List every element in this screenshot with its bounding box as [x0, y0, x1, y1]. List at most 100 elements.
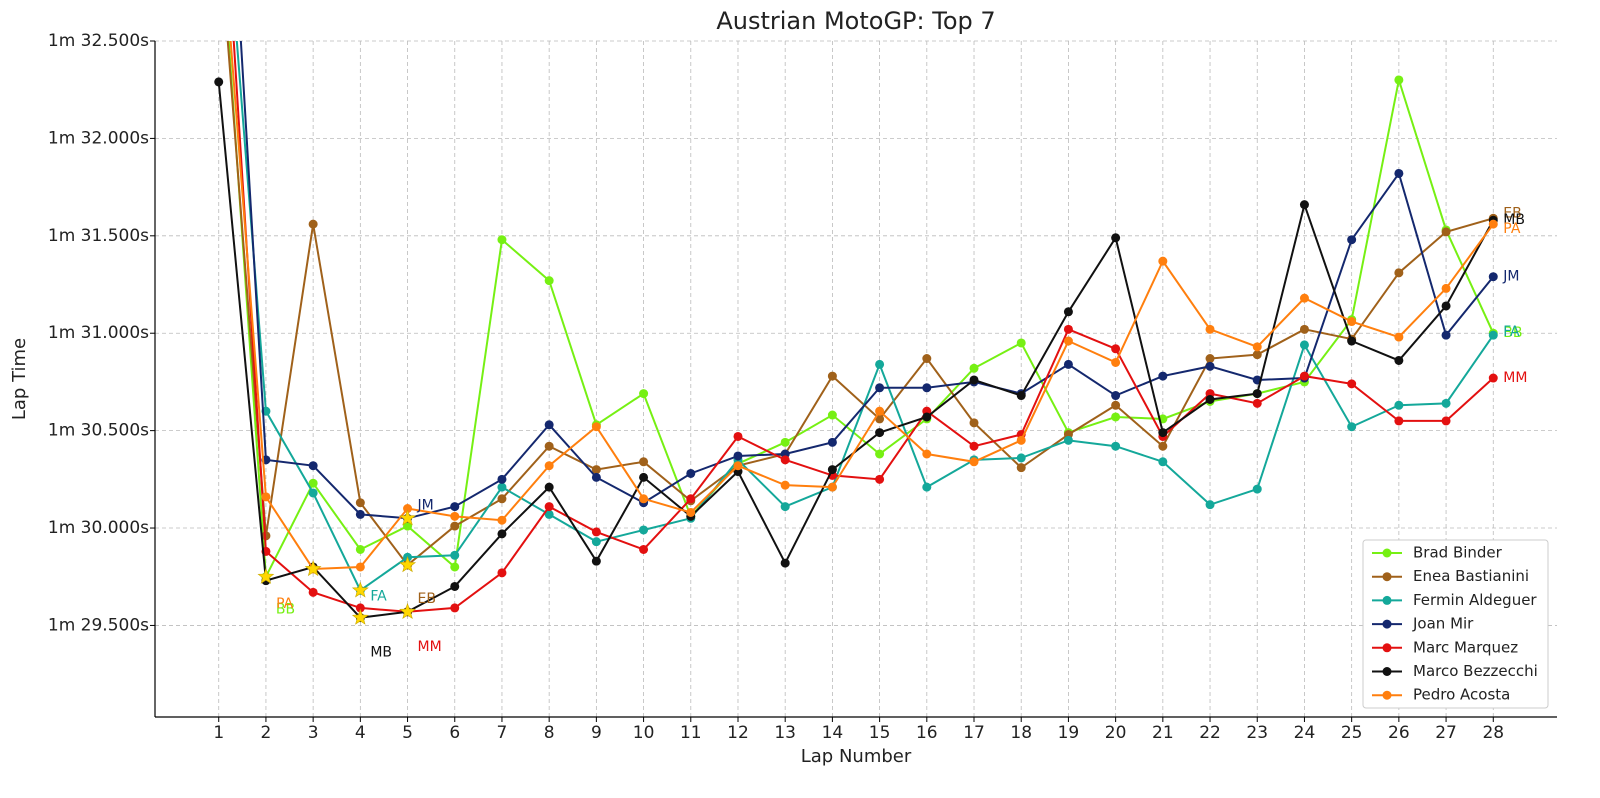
data-point [1063, 359, 1073, 369]
data-point [544, 420, 554, 430]
data-point [1299, 200, 1309, 210]
data-point [261, 492, 271, 502]
data-point [1347, 235, 1357, 245]
x-tick-label: 15 [869, 723, 891, 743]
data-point [827, 437, 837, 447]
data-point [875, 449, 885, 459]
best-lap-label: MM [418, 639, 442, 655]
data-point [1205, 500, 1215, 510]
data-point [497, 235, 507, 245]
data-point [591, 556, 601, 566]
legend-marker [1382, 690, 1392, 700]
legend-label: Joan Mir [1412, 615, 1474, 633]
x-tick-label: 4 [355, 723, 366, 743]
data-point [1158, 256, 1168, 266]
data-point [1394, 75, 1404, 85]
data-point [1016, 453, 1026, 463]
data-point [1158, 428, 1168, 438]
legend-marker [1382, 619, 1392, 629]
data-point [1111, 344, 1121, 354]
data-point [544, 509, 554, 519]
series-line [232, 41, 1494, 613]
data-point [497, 568, 507, 578]
data-point [1488, 219, 1498, 229]
data-point [1299, 340, 1309, 350]
best-lap-star [304, 560, 322, 577]
data-point [875, 383, 885, 393]
data-point [308, 219, 318, 229]
data-point [686, 507, 696, 517]
legend-marker [1382, 595, 1392, 605]
best-lap-label: EB [418, 591, 436, 607]
data-point [308, 488, 318, 498]
chart-title: Austrian MotoGP: Top 7 [716, 7, 995, 35]
data-point [355, 544, 365, 554]
data-point [1111, 441, 1121, 451]
data-point [1111, 412, 1121, 422]
data-point [1252, 342, 1262, 352]
x-tick-label: 11 [680, 723, 702, 743]
data-point [1063, 435, 1073, 445]
data-point [591, 465, 601, 475]
data-point [922, 482, 932, 492]
data-point [1063, 307, 1073, 317]
x-tick-label: 17 [963, 723, 985, 743]
data-point [1488, 272, 1498, 282]
best-lap-star [399, 509, 417, 526]
data-point [544, 482, 554, 492]
best-lap-label: BB [276, 602, 295, 618]
end-label: JM [1502, 269, 1519, 285]
data-point [1111, 400, 1121, 410]
data-point [1347, 336, 1357, 346]
data-point [875, 414, 885, 424]
data-point [214, 77, 224, 87]
data-point [1016, 391, 1026, 401]
data-point [827, 482, 837, 492]
data-point [1252, 398, 1262, 408]
legend-marker [1382, 667, 1392, 676]
legend-label: Fermin Aldeguer [1413, 591, 1537, 609]
data-point [639, 494, 649, 504]
best-lap-label: PA [276, 596, 294, 612]
legend: Brad Binder Enea Bastianini Fermin Aldegue… [1372, 544, 1538, 704]
legend-marker [1382, 643, 1392, 653]
data-point [1016, 463, 1026, 473]
x-tick-label: 19 [1058, 723, 1080, 743]
data-point [497, 515, 507, 525]
data-point [733, 431, 743, 441]
data-point [780, 558, 790, 568]
legend-label: Marc Marquez [1413, 638, 1518, 656]
legend-label: Marco Bezzecchi [1413, 662, 1538, 680]
data-point [403, 521, 413, 531]
data-point [639, 525, 649, 535]
data-point [1205, 324, 1215, 334]
y-axis-label: Lap Time [9, 338, 30, 420]
legend-marker [1382, 548, 1392, 558]
grid: 1m 29.500s 1m 30.000s 1m 30.500s 1m 31.000s… [48, 31, 1557, 743]
data-point [450, 521, 460, 531]
best-lap-star [399, 556, 417, 573]
y-tick-label: 1m 32.500s [48, 31, 149, 51]
x-tick-label: 1 [213, 723, 224, 743]
x-tick-label: 5 [402, 723, 413, 743]
best-lap-star [351, 608, 369, 625]
data-point [780, 502, 790, 512]
data-point [733, 461, 743, 471]
data-point [1394, 416, 1404, 426]
x-tick-label: 21 [1152, 723, 1174, 743]
x-tick-label: 14 [822, 723, 844, 743]
x-tick-label: 24 [1294, 723, 1316, 743]
data-point [969, 441, 979, 451]
plot-area [214, 41, 1498, 623]
data-point [1394, 268, 1404, 278]
x-tick-label: 2 [261, 723, 272, 743]
data-point [686, 468, 696, 478]
x-tick-label: 16 [916, 723, 938, 743]
data-point [1488, 373, 1498, 383]
data-point [875, 428, 885, 438]
data-point [1347, 317, 1357, 327]
best-lap-label: MB [370, 645, 392, 661]
end-label: MM [1503, 370, 1527, 386]
data-point [450, 550, 460, 560]
